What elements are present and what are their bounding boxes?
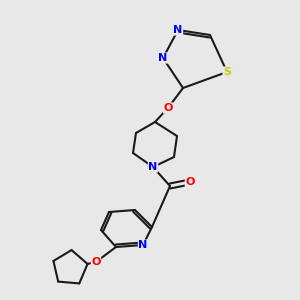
Text: O: O	[185, 177, 195, 187]
Text: N: N	[158, 53, 168, 63]
Text: N: N	[138, 240, 148, 250]
Text: N: N	[148, 162, 158, 172]
Text: S: S	[223, 67, 231, 77]
Text: N: N	[173, 25, 183, 35]
Text: O: O	[91, 257, 101, 267]
Text: O: O	[163, 103, 173, 113]
